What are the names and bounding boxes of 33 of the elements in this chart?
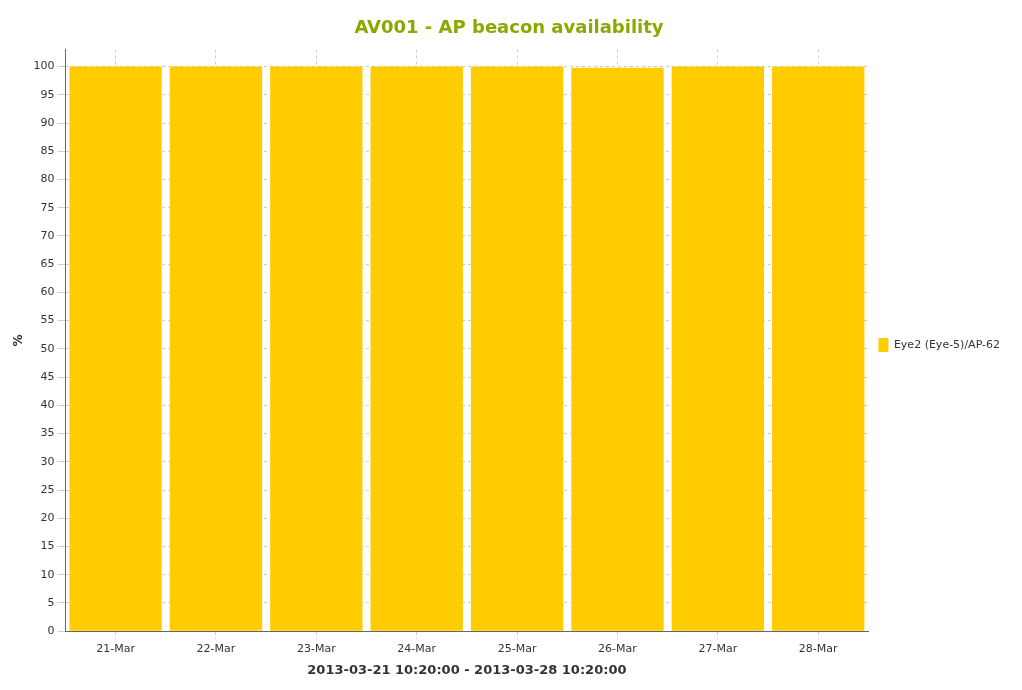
x-tick-label: 27-Mar [698, 641, 738, 655]
y-tick-label: 40 [40, 398, 55, 412]
y-tick-label: 50 [40, 341, 55, 355]
y-tick-label: 80 [40, 172, 55, 186]
chart-title: AV001 - AP beacon availability [354, 16, 664, 38]
x-tick-label: 23-Mar [296, 641, 337, 655]
y-tick-label: 70 [40, 228, 55, 242]
y-tick-label: 100 [33, 59, 55, 73]
x-tick-label: 28-Mar [798, 641, 839, 655]
y-tick-label: 0 [47, 624, 55, 638]
x-tick-label: 21-Mar [96, 641, 136, 655]
y-tick-label: 20 [40, 511, 55, 525]
x-axis-title: 2013-03-21 10:20:00 - 2013-03-28 10:20:00 [307, 661, 627, 677]
y-tick-label: 90 [40, 115, 55, 129]
y-tick-label: 55 [40, 313, 55, 327]
y-tick-label: 5 [47, 595, 55, 609]
y-tick-label: 95 [40, 87, 55, 101]
x-tick-label: 26-Mar [598, 641, 638, 655]
x-tick-label: 22-Mar [196, 641, 236, 655]
x-tick-label: 25-Mar [497, 641, 537, 655]
y-tick-label: 35 [40, 426, 55, 440]
y-axis-title: % [11, 334, 26, 347]
y-tick-label: 25 [40, 482, 55, 496]
legend-label: Eye2 (Eye-5)/AP-62 [893, 337, 1000, 351]
y-tick-label: 45 [40, 369, 55, 383]
y-tick-label: 85 [40, 144, 55, 158]
y-tick-label: 75 [40, 200, 55, 214]
y-tick-label: 10 [40, 567, 55, 581]
y-tick-label: 15 [40, 539, 55, 553]
y-tick-label: 60 [40, 285, 55, 299]
x-tick-label: 24-Mar [397, 641, 437, 655]
y-tick-label: 65 [40, 257, 55, 271]
y-tick-label: 30 [40, 454, 55, 468]
